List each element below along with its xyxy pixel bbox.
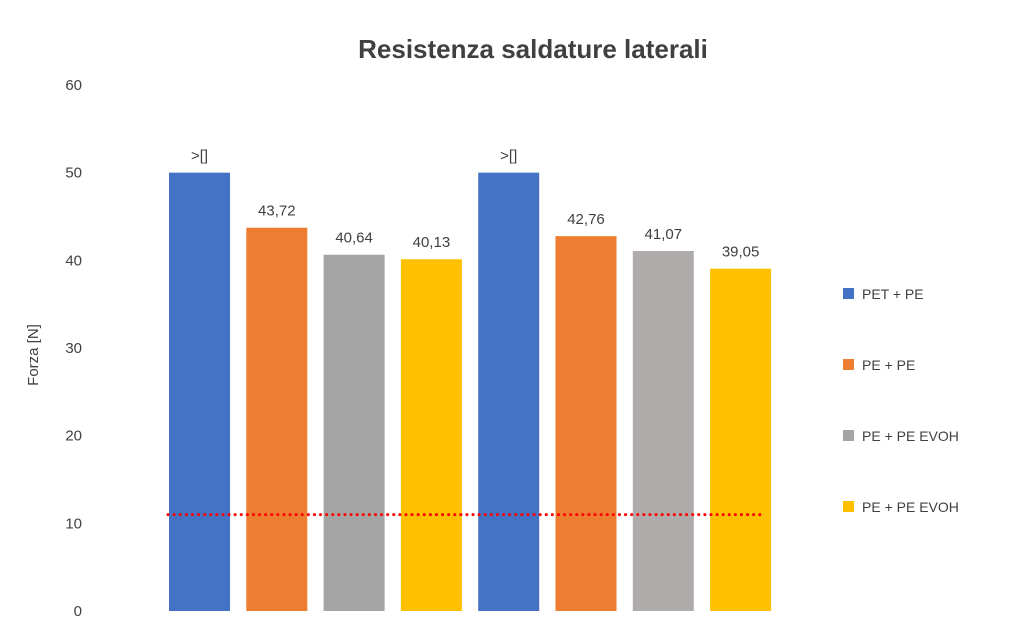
bars — [169, 172, 772, 612]
data-label: >[] — [500, 148, 517, 165]
y-tick-label: 20 — [65, 428, 82, 445]
legend-label: PE + PE EVOH — [862, 428, 959, 444]
legend: PET + PE PE + PE PE + PE EVOH PE + PE EVOH — [843, 286, 959, 515]
bar — [246, 227, 308, 612]
bar — [169, 172, 230, 611]
data-labels: >[] 43,72 40,64 40,13 >[] 42,76 41,07 39,05 — [191, 148, 759, 261]
data-label: 43,72 — [258, 203, 296, 220]
y-tick-label: 30 — [65, 340, 82, 357]
data-label: 41,07 — [645, 226, 683, 243]
bar — [710, 268, 772, 611]
legend-swatch — [843, 501, 854, 512]
legend-label: PET + PE — [862, 286, 924, 302]
bar — [478, 172, 540, 611]
data-label: >[] — [191, 148, 208, 165]
data-label: 39,05 — [722, 244, 760, 261]
y-axis-label: Forza [N] — [25, 324, 42, 386]
legend-label: PE + PE EVOH — [862, 499, 959, 515]
legend-swatch — [843, 359, 854, 370]
bar — [400, 259, 462, 611]
bar — [632, 250, 694, 611]
chart-title: Resistenza saldature laterali — [358, 34, 708, 64]
y-tick-label: 60 — [65, 77, 82, 94]
y-axis-ticks: 0 10 20 30 40 50 60 — [65, 77, 82, 620]
legend-swatch — [843, 288, 854, 299]
y-tick-label: 10 — [65, 515, 82, 532]
legend-swatch — [843, 430, 854, 441]
data-label: 40,64 — [335, 230, 373, 247]
legend-label: PE + PE — [862, 357, 915, 373]
data-label: 40,13 — [413, 234, 451, 251]
data-label: 42,76 — [567, 211, 605, 228]
y-tick-label: 40 — [65, 252, 82, 269]
bar — [323, 254, 385, 612]
y-tick-label: 0 — [74, 603, 82, 620]
bar — [555, 236, 617, 611]
y-tick-label: 50 — [65, 165, 82, 182]
